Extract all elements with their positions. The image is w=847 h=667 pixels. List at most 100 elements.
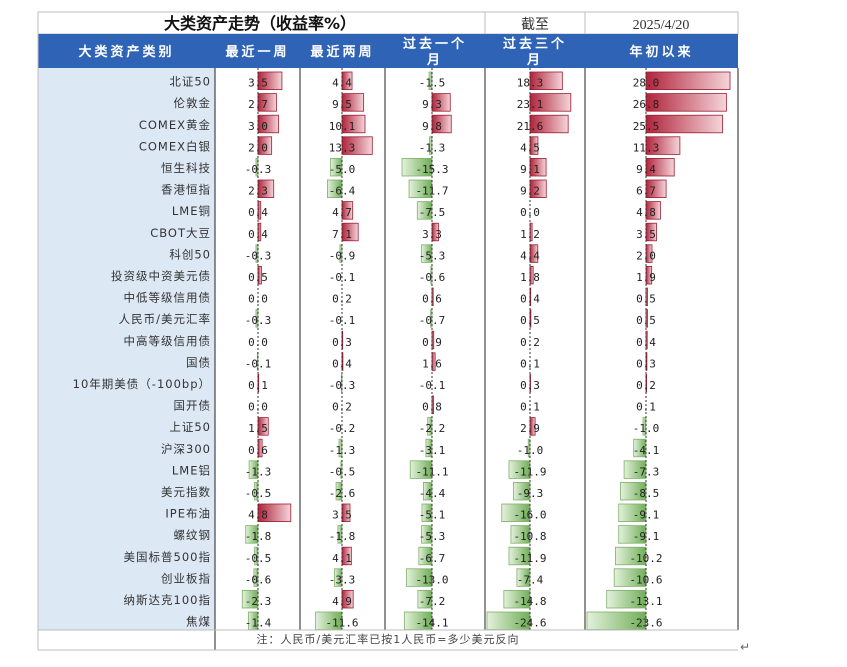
row-label: 螺纹钢: [174, 528, 212, 542]
value-ytd: 9.4: [636, 163, 656, 176]
bar-m3: [529, 157, 547, 177]
row-label: IPE布油: [165, 507, 211, 521]
value-w2: -0.5: [329, 465, 356, 478]
row-label: 科创50: [169, 247, 211, 261]
row-label: 北证50: [169, 75, 211, 89]
value-m3: 4.5: [520, 141, 540, 154]
bar-w1: [254, 481, 259, 501]
column-header: 过去三个: [503, 36, 567, 52]
row-label: COMEX白银: [139, 139, 211, 153]
value-ytd: 1.9: [636, 271, 656, 284]
bar-ytd: [645, 309, 648, 328]
value-m1: -1.3: [419, 141, 446, 154]
value-m1: -0.6: [419, 271, 446, 284]
column-header: 最近两周: [310, 44, 374, 60]
bar-ytd: [618, 525, 647, 544]
value-m3: 0.5: [520, 314, 540, 327]
column-header: 大类资产类别: [78, 44, 174, 60]
value-w1: -1.8: [245, 530, 272, 543]
value-w1: 0.0: [248, 293, 268, 306]
bar-w1: [255, 157, 259, 177]
value-w2: -2.6: [329, 487, 356, 500]
bar-m3: [503, 590, 531, 609]
value-m1: -7.2: [419, 595, 446, 608]
value-m3: 1.2: [520, 228, 540, 241]
value-ytd: -4.1: [633, 444, 660, 457]
bar-m1: [401, 157, 433, 177]
value-ytd: 4.8: [636, 206, 656, 219]
value-w1: -2.3: [245, 595, 272, 608]
value-w2: 10.1: [329, 120, 356, 133]
value-m3: 0.1: [520, 357, 540, 370]
value-ytd: 6.7: [636, 185, 656, 198]
row-label: 投资级中资美元债: [111, 269, 211, 283]
bar-ytd: [620, 481, 647, 501]
value-m1: -5.3: [419, 249, 446, 262]
value-w2: -1.3: [329, 444, 356, 457]
asof-label: 截至: [521, 17, 549, 33]
value-w2: 0.2: [332, 293, 352, 306]
row-label: 美元指数: [161, 485, 211, 499]
value-m1: -2.2: [419, 422, 446, 435]
value-m3: 0.2: [520, 336, 540, 349]
value-w1: -0.5: [245, 552, 272, 565]
bar-m3: [529, 93, 572, 112]
label-column: [38, 68, 215, 630]
value-m3: -16.0: [513, 509, 546, 522]
value-w2: -11.6: [325, 617, 358, 630]
value-w2: 13.3: [329, 141, 356, 154]
value-ytd: -13.1: [629, 595, 662, 608]
bar-m3: [513, 481, 531, 501]
row-label: 纳斯达克100指: [124, 593, 211, 607]
value-m3: 0.0: [520, 206, 540, 219]
column-header-cont: 月: [526, 53, 543, 68]
bar-ytd: [645, 265, 653, 285]
column-header-cont: 月: [426, 53, 443, 68]
row-label: 伦敦金: [174, 96, 212, 110]
table-title: 大类资产走势（收益率%）: [164, 14, 356, 33]
value-w1: -0.3: [245, 249, 272, 262]
row-label: 创业板指: [161, 571, 211, 585]
value-w2: 0.2: [332, 401, 352, 414]
value-w1: 2.3: [248, 185, 268, 198]
value-ytd: 0.3: [636, 357, 656, 370]
value-w2: 9.5: [332, 98, 352, 111]
column-header: 过去一个: [403, 36, 467, 52]
value-w1: 0.5: [248, 271, 268, 284]
row-label: 10年期美债（-100bp）: [73, 377, 211, 391]
value-m1: 0.9: [422, 336, 442, 349]
value-m1: 1.6: [422, 357, 442, 370]
bar-m1: [417, 590, 433, 609]
row-label: COMEX黄金: [139, 118, 211, 132]
value-ytd: 0.5: [636, 293, 656, 306]
value-w2: 4.4: [332, 77, 352, 90]
row-label: 焦煤: [186, 615, 211, 629]
value-m3: 18.3: [517, 77, 544, 90]
value-m1: 9.8: [422, 120, 442, 133]
value-w2: -0.1: [329, 314, 356, 327]
value-m1: -13.0: [415, 573, 448, 586]
value-ytd: -9.1: [633, 509, 660, 522]
value-w2: -0.9: [329, 249, 356, 262]
value-w1: -0.6: [245, 573, 272, 586]
row-label: 国债: [186, 355, 211, 369]
bar-w1: [257, 417, 269, 436]
bar-m1: [421, 525, 433, 544]
row-label: 中高等级信用债: [124, 334, 212, 348]
value-ytd: 0.4: [636, 336, 656, 349]
value-m3: 23.1: [517, 98, 544, 111]
value-m1: -0.1: [419, 379, 446, 392]
value-m3: 4.4: [520, 249, 540, 262]
value-ytd: 0.1: [636, 401, 656, 414]
value-w1: -0.3: [245, 314, 272, 327]
bar-w2: [335, 481, 343, 501]
value-w1: 0.4: [248, 228, 268, 241]
value-w2: -0.3: [329, 379, 356, 392]
value-m3: 0.4: [520, 293, 540, 306]
column-header: 年初以来: [629, 44, 693, 60]
value-w1: 4.8: [248, 509, 268, 522]
value-m3: -11.9: [513, 465, 546, 478]
value-w1: -0.1: [245, 357, 272, 370]
value-w2: 4.1: [332, 552, 352, 565]
value-w1: 0.4: [248, 206, 268, 219]
